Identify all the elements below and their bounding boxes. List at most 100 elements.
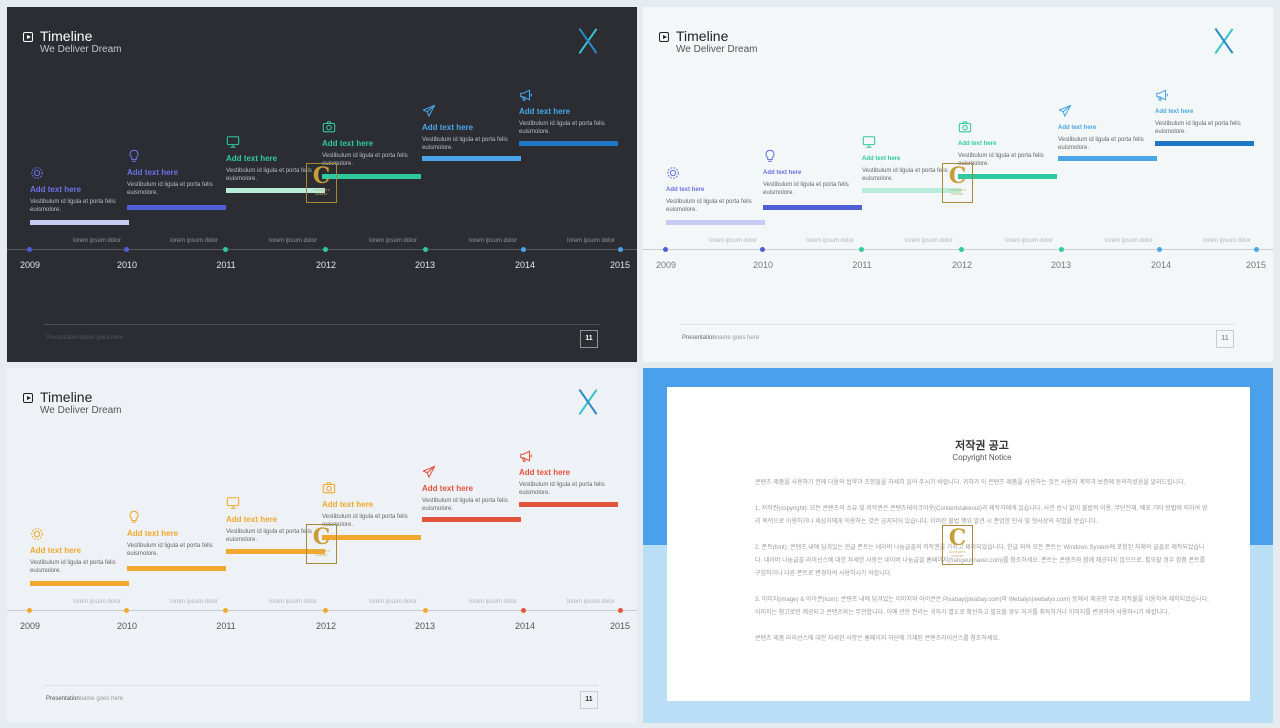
copyright-paper: 저작권 공고 Copyright Notice 콘텐츠 제품을 사용하기 전에 … [667,387,1250,701]
lorem-label: lorem ipsum dolor [369,238,417,244]
timeline-bar [763,205,862,210]
play-icon[interactable] [659,32,669,42]
lorem-label: lorem ipsum dolor [469,238,517,244]
timeline-bar [226,549,325,554]
play-icon[interactable] [23,393,33,403]
timeline-step[interactable]: Add text here Vestibulum id ligula et por… [30,166,116,214]
timeline-slide-light[interactable]: Timeline We Deliver Dream 2009 2010 2011 2012… [643,7,1273,362]
timeline-step[interactable]: Add text here Vestibulum id ligula et por… [127,149,213,197]
step-title: Add text here [519,468,571,477]
step-title: Add text here [422,484,474,493]
copyright-paragraph: 1. 저작권(copyright): 모든 콘텐츠의 소유 및 저작권은 콘텐츠… [755,506,1208,525]
x-logo-icon [577,389,599,415]
timeline-dot [618,608,623,613]
paper-plane-icon [1058,104,1072,118]
year-label: 2014 [514,260,536,270]
step-title: Add text here [226,154,278,163]
timeline-bar [519,502,618,507]
lorem-label: lorem ipsum dolor [1105,238,1153,244]
timeline-step[interactable]: Add text here Vestibulum id ligula et por… [322,481,408,529]
watermark-word: MARKET [315,192,328,196]
year-label: 2009 [19,260,41,270]
timeline-step[interactable]: Add text here Vestibulum id ligula et por… [862,135,948,183]
timeline-axis [7,249,637,250]
step-text: Vestibulum id ligula et porta felis euis… [1155,121,1241,135]
footer-text: Presentationname goes here [46,335,123,341]
timeline-step[interactable]: Add text here Vestibulum id ligula et por… [1058,104,1144,152]
step-text: Vestibulum id ligula et porta felis euis… [322,514,408,528]
timeline-dot [323,247,328,252]
timeline-dot [223,608,228,613]
step-title: Add text here [127,529,179,538]
timeline-slide-warm[interactable]: Timeline We Deliver Dream 2009 2010 2011 2012… [7,368,637,723]
timeline-bar [226,188,325,193]
play-icon[interactable] [23,32,33,42]
slide-subtitle: We Deliver Dream [676,44,758,55]
timeline-step[interactable]: Add text here Vestibulum id ligula et por… [422,104,508,152]
copyright-slide[interactable]: 저작권 공고 Copyright Notice 콘텐츠 제품을 사용하기 전에 … [643,368,1273,723]
timeline-bar [958,174,1057,179]
copyright-body: 콘텐츠 제품을 사용하기 전에 다음의 협약과 조항들을 자세히 읽어 주시기 … [755,477,1210,646]
timeline-dot [423,608,428,613]
step-text: Vestibulum id ligula et porta felis euis… [1058,137,1144,151]
lorem-label: lorem ipsum dolor [1005,238,1053,244]
step-text: Vestibulum id ligula et porta felis euis… [30,199,116,213]
timeline-step[interactable]: Add text here Vestibulum id ligula et por… [958,120,1044,168]
lorem-label: lorem ipsum dolor [806,238,854,244]
step-text: Vestibulum id ligula et porta felis euis… [422,137,508,151]
footer-divider [44,324,599,325]
timeline-bar [30,220,129,225]
monitor-icon [862,135,876,149]
timeline-step[interactable]: Add text here Vestibulum id ligula et por… [30,527,116,575]
timeline-step[interactable]: Add text here Vestibulum id ligula et por… [666,166,752,214]
footer-note: name goes here [79,696,124,702]
timeline-bar [127,566,226,571]
footer-brand: Presentation [46,696,80,702]
step-title: Add text here [422,123,474,132]
step-title: Add text here [1155,109,1194,115]
x-logo-icon [577,28,599,54]
timeline-step[interactable]: Add text here Vestibulum id ligula et por… [519,449,605,497]
copyright-subtitle: Copyright Notice [952,453,1012,462]
timeline-bar [862,188,961,193]
year-label: 2014 [1150,260,1172,270]
timeline-slide-dark[interactable]: Timeline We Deliver Dream 2009 2010 2011 2012… [7,7,637,362]
watermark-letter: C [312,524,331,550]
megaphone-icon [1155,88,1169,102]
year-label: 2012 [315,260,337,270]
watermark-logo: C CONTENTS MARKET [942,525,973,565]
lorem-label: lorem ipsum dolor [369,599,417,605]
timeline-dot [521,247,526,252]
step-text: Vestibulum id ligula et porta felis euis… [226,529,312,543]
timeline-step[interactable]: Add text here Vestibulum id ligula et por… [763,149,849,197]
timeline-step[interactable]: Add text here Vestibulum id ligula et por… [226,135,312,183]
year-label: 2010 [116,621,138,631]
timeline-step[interactable]: Add text here Vestibulum id ligula et por… [127,510,213,558]
timeline-step[interactable]: Add text here Vestibulum id ligula et por… [422,465,508,513]
step-title: Add text here [519,107,571,116]
x-logo-icon [1213,28,1235,54]
timeline-bar [322,174,421,179]
step-title: Add text here [763,170,802,176]
year-label: 2012 [315,621,337,631]
timeline-step[interactable]: Add text here Vestibulum id ligula et por… [519,88,605,136]
page-number: 11 [1216,330,1234,348]
lightbulb-icon [763,149,777,163]
step-title: Add text here [322,139,374,148]
watermark-word: CONTENTS [313,188,330,192]
camera-icon [958,120,972,134]
megaphone-icon [519,88,533,102]
lorem-label: lorem ipsum dolor [469,599,517,605]
step-title: Add text here [666,187,705,193]
timeline-dot [760,247,765,252]
step-text: Vestibulum id ligula et porta felis euis… [519,121,605,135]
paper-plane-icon [422,465,436,479]
timeline-dot [423,247,428,252]
timeline-step[interactable]: Add text here Vestibulum id ligula et por… [322,120,408,168]
lorem-label: lorem ipsum dolor [567,238,615,244]
lorem-label: lorem ipsum dolor [269,599,317,605]
timeline-step[interactable]: Add text here Vestibulum id ligula et por… [226,496,312,544]
timeline-step[interactable]: Add text here Vestibulum id ligula et por… [1155,88,1241,136]
watermark-logo: C CONTENTS MARKET [942,163,973,203]
lorem-label: lorem ipsum dolor [567,599,615,605]
